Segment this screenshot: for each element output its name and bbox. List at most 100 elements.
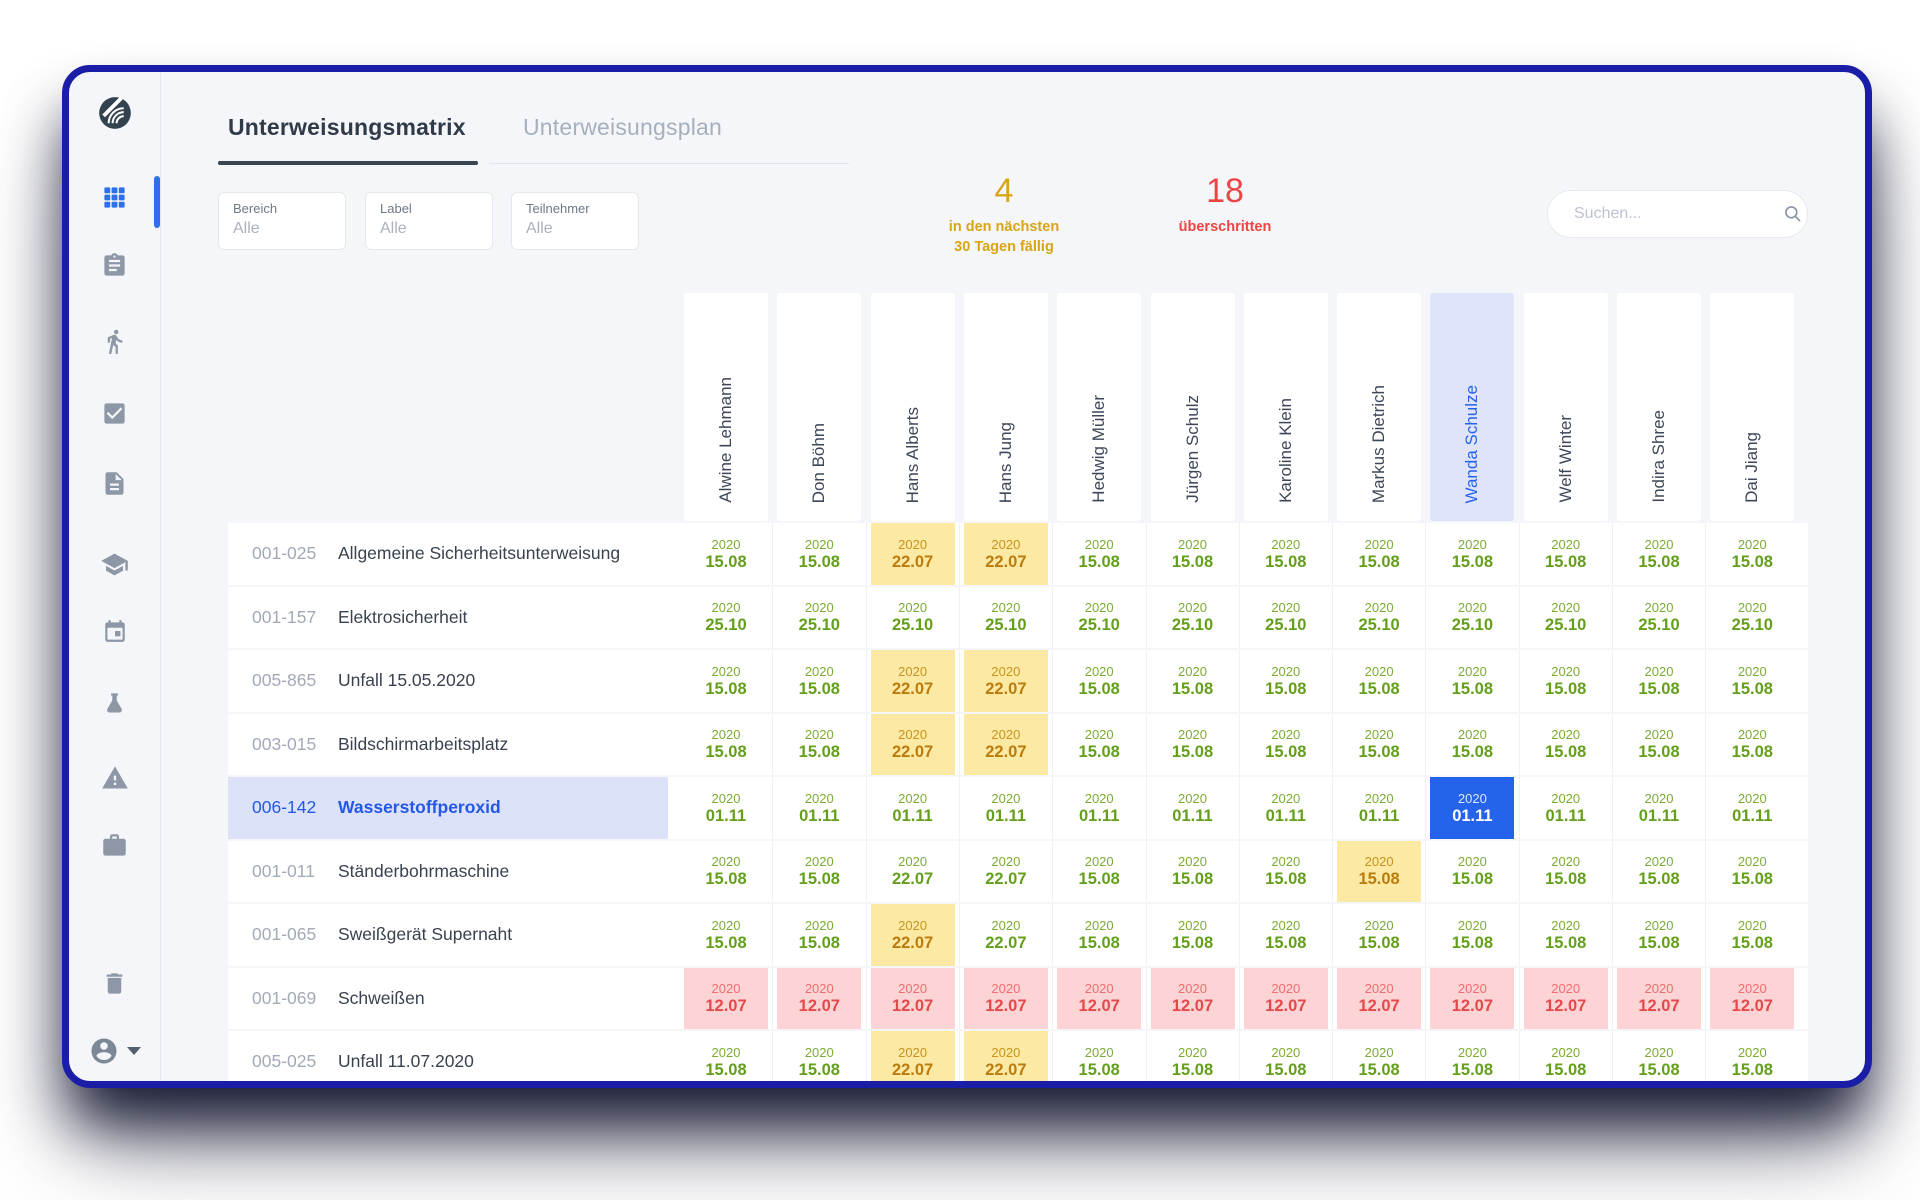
matrix-cell[interactable]: 2020 15.08 [1145, 840, 1235, 903]
matrix-cell[interactable]: 2020 01.11 [1332, 777, 1421, 839]
matrix-cell[interactable]: 2020 15.08 [1145, 650, 1235, 712]
matrix-cell[interactable]: 2020 12.07 [1518, 967, 1608, 1029]
matrix-cell[interactable]: 2020 15.08 [1238, 523, 1328, 585]
matrix-cell[interactable]: 2020 15.08 [684, 1031, 768, 1081]
matrix-cell[interactable]: 2020 01.11 [1612, 777, 1701, 839]
matrix-cell[interactable]: 2020 15.08 [772, 713, 861, 776]
matrix-cell[interactable]: 2020 15.08 [772, 840, 861, 903]
person-column-header[interactable]: Welf Winter [1523, 293, 1608, 521]
matrix-cell[interactable]: 2020 15.08 [1052, 1031, 1141, 1081]
person-column-header[interactable]: Hans Alberts [870, 293, 955, 521]
matrix-cell[interactable]: 2020 15.08 [1238, 713, 1328, 776]
matrix-cell[interactable]: 2020 22.07 [865, 523, 955, 585]
matrix-cell[interactable]: 2020 15.08 [1425, 840, 1514, 903]
sidebar-item-incidents[interactable] [69, 764, 160, 792]
matrix-cell[interactable]: 2020 15.08 [1612, 523, 1701, 585]
sidebar-item-account[interactable] [69, 1036, 160, 1066]
matrix-cell[interactable]: 2020 22.07 [865, 840, 955, 903]
matrix-cell[interactable]: 2020 15.08 [1612, 650, 1701, 712]
person-column-header[interactable]: Hans Jung [963, 293, 1048, 521]
matrix-cell[interactable]: 2020 12.07 [1705, 967, 1795, 1029]
matrix-cell[interactable]: 2020 15.08 [1425, 1031, 1514, 1081]
matrix-cell[interactable]: 2020 15.08 [1145, 523, 1235, 585]
matrix-cell[interactable]: 2020 15.08 [1425, 650, 1514, 712]
person-column-header[interactable]: Indira Shree [1617, 293, 1701, 521]
matrix-cell[interactable]: 2020 22.07 [865, 1031, 955, 1081]
matrix-cell[interactable]: 2020 15.08 [1705, 840, 1794, 903]
matrix-cell[interactable]: 2020 22.07 [958, 840, 1048, 903]
matrix-cell[interactable]: 2020 01.11 [865, 777, 955, 839]
matrix-cell[interactable]: 2020 12.07 [1612, 967, 1701, 1029]
row-label[interactable]: 005-865 Unfall 15.05.2020 [228, 650, 668, 712]
matrix-cell[interactable]: 2020 12.07 [1145, 967, 1235, 1029]
matrix-cell[interactable]: 2020 15.08 [1518, 840, 1608, 903]
sidebar-item-tasks[interactable] [69, 400, 160, 427]
row-label[interactable]: 001-025 Allgemeine Sicherheitsunterweisun… [228, 523, 668, 585]
matrix-cell[interactable]: 2020 25.10 [1705, 586, 1794, 649]
matrix-cell[interactable]: 2020 12.07 [772, 967, 862, 1029]
matrix-cell[interactable]: 2020 15.08 [772, 904, 861, 966]
filter-label[interactable]: Label Alle [365, 192, 493, 250]
matrix-cell[interactable]: 2020 12.07 [1052, 967, 1142, 1029]
matrix-cell[interactable]: 2020 25.10 [1145, 586, 1235, 649]
matrix-cell[interactable]: 2020 15.08 [1052, 713, 1141, 776]
matrix-cell[interactable]: 2020 15.08 [1425, 713, 1514, 776]
row-label[interactable]: 001-157 Elektrosicherheit [228, 587, 668, 649]
matrix-cell[interactable]: 2020 15.08 [1238, 650, 1328, 712]
matrix-cell[interactable]: 2020 22.07 [958, 523, 1048, 585]
matrix-cell[interactable]: 2020 15.08 [1052, 523, 1141, 585]
matrix-cell[interactable]: 2020 01.11 [1052, 777, 1141, 839]
matrix-cell[interactable]: 2020 15.08 [684, 523, 768, 585]
matrix-cell[interactable]: 2020 25.10 [1612, 586, 1701, 649]
matrix-cell[interactable]: 2020 12.07 [1425, 967, 1515, 1029]
matrix-cell[interactable]: 2020 15.08 [1238, 840, 1328, 903]
matrix-cell[interactable]: 2020 22.07 [958, 713, 1048, 775]
sidebar-item-documents[interactable] [69, 470, 160, 497]
matrix-cell[interactable]: 2020 15.08 [1612, 713, 1701, 776]
matrix-cell[interactable]: 2020 15.08 [1612, 904, 1701, 966]
matrix-cell[interactable]: 2020 22.07 [958, 904, 1048, 966]
row-label[interactable]: 006-142 Wasserstoffperoxid [228, 777, 668, 839]
matrix-cell[interactable]: 2020 15.08 [1518, 1031, 1608, 1081]
matrix-cell[interactable]: 2020 15.08 [1332, 713, 1421, 776]
person-column-header[interactable]: Hedwig Müller [1057, 293, 1142, 521]
matrix-cell[interactable]: 2020 01.11 [1705, 777, 1794, 839]
row-label[interactable]: 001-011 Ständerbohrmaschine [228, 841, 668, 903]
matrix-cell[interactable]: 2020 25.10 [1518, 586, 1608, 649]
matrix-cell[interactable]: 2020 15.08 [1052, 840, 1141, 903]
filter-bereich[interactable]: Bereich Alle [218, 192, 346, 250]
person-column-header[interactable]: Markus Dietrich [1337, 293, 1422, 521]
sidebar-item-matrix[interactable] [69, 184, 160, 211]
person-column-header[interactable]: Wanda Schulze [1430, 293, 1515, 521]
matrix-cell[interactable]: 2020 01.11 [1518, 777, 1608, 839]
matrix-cell[interactable]: 2020 25.10 [684, 587, 768, 649]
matrix-cell[interactable]: 2020 01.11 [1238, 777, 1328, 839]
matrix-cell[interactable]: 2020 25.10 [1425, 586, 1514, 649]
matrix-cell[interactable]: 2020 15.08 [1145, 904, 1235, 966]
matrix-cell[interactable]: 2020 15.08 [1518, 904, 1608, 966]
row-label[interactable]: 003-015 Bildschirmarbeitsplatz [228, 714, 668, 776]
filter-teilnehmer[interactable]: Teilnehmer Alle [511, 192, 639, 250]
matrix-cell[interactable]: 2020 15.08 [1052, 904, 1141, 966]
matrix-cell[interactable]: 2020 15.08 [684, 650, 768, 712]
matrix-cell[interactable]: 2020 25.10 [865, 586, 955, 649]
sidebar-item-participants[interactable] [69, 328, 160, 355]
matrix-cell[interactable]: 2020 12.07 [684, 967, 768, 1029]
matrix-cell[interactable]: 2020 15.08 [1425, 904, 1514, 966]
row-label[interactable]: 001-065 Sweißgerät Supernaht [228, 904, 668, 966]
matrix-cell[interactable]: 2020 15.08 [1145, 1031, 1235, 1081]
matrix-cell[interactable]: 2020 15.08 [1518, 713, 1608, 776]
matrix-cell[interactable]: 2020 15.08 [684, 714, 768, 776]
person-column-header[interactable]: Karoline Klein [1243, 293, 1328, 521]
matrix-cell[interactable]: 2020 12.07 [958, 967, 1048, 1029]
matrix-cell[interactable]: 2020 15.08 [1052, 650, 1141, 712]
matrix-cell[interactable]: 2020 01.11 [1425, 777, 1515, 839]
matrix-cell[interactable]: 2020 15.08 [1612, 840, 1701, 903]
matrix-cell[interactable]: 2020 15.08 [1518, 523, 1608, 585]
matrix-cell[interactable]: 2020 15.08 [1705, 904, 1794, 966]
matrix-cell[interactable]: 2020 25.10 [1052, 586, 1141, 649]
person-column-header[interactable]: Dai Jiang [1710, 293, 1795, 521]
tab-unterweisungsplan[interactable]: Unterweisungsplan [523, 114, 723, 140]
matrix-cell[interactable]: 2020 15.08 [1518, 650, 1608, 712]
sidebar-item-trash[interactable] [69, 970, 160, 997]
